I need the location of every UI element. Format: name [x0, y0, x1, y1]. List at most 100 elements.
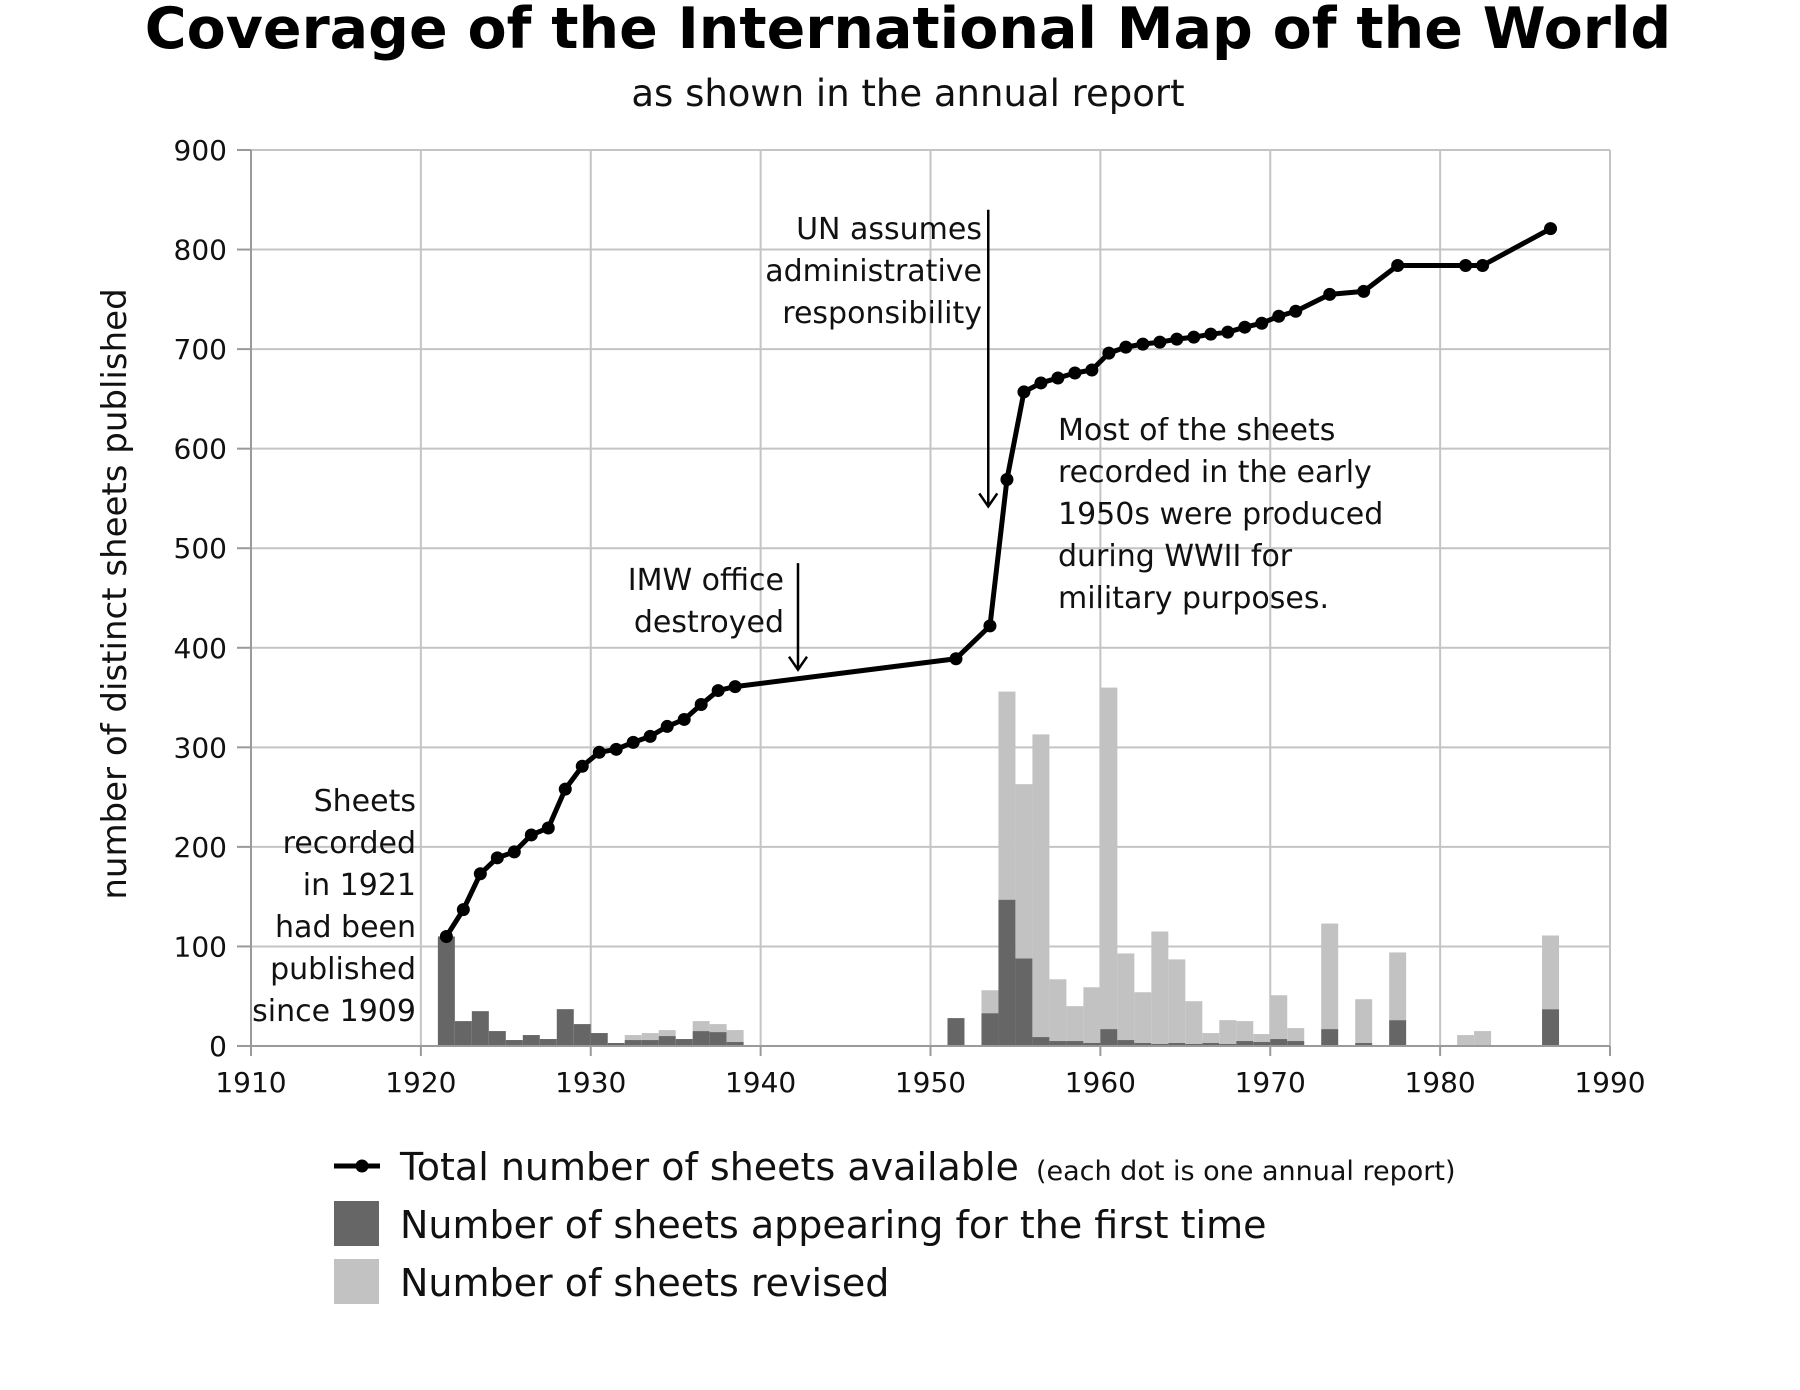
y-tick-label: 0	[209, 1030, 227, 1063]
bar-first-time	[1321, 1029, 1339, 1046]
annotation-imw-office: IMW office destroyed	[628, 563, 809, 672]
bar-revised	[1355, 999, 1373, 1044]
annotation-most-sheets: Most of the sheets recorded in the early…	[1058, 413, 1383, 616]
bar-first-time	[658, 1036, 676, 1046]
imw-arrow-head	[787, 655, 809, 672]
total-sheets-dot	[1255, 316, 1269, 330]
total-sheets-dot	[1102, 346, 1116, 360]
bar-first-time	[539, 1039, 557, 1046]
bar-revised	[1202, 1033, 1220, 1044]
bar-revised	[1168, 959, 1186, 1044]
bar-revised	[1457, 1035, 1475, 1046]
bar-first-time	[488, 1031, 506, 1046]
y-tick-label: 100	[174, 930, 227, 963]
bar-first-time	[573, 1024, 591, 1046]
total-sheets-dot	[507, 845, 521, 859]
legend-item-revised: Number of sheets revised	[334, 1259, 889, 1305]
bar-first-time	[1015, 958, 1033, 1046]
bar-revised	[1083, 987, 1101, 1044]
bar-revised	[1117, 953, 1135, 1041]
legend-item-first-time: Number of sheets appearing for the first…	[334, 1201, 1266, 1247]
total-sheets-dot	[575, 759, 589, 773]
chart-subtitle: as shown in the annual report	[631, 72, 1184, 115]
bar-first-time	[522, 1035, 540, 1046]
total-sheets-dot	[524, 828, 538, 842]
total-sheets-dot	[1000, 473, 1014, 487]
y-tick-label: 700	[174, 333, 227, 366]
total-sheets-dot	[711, 684, 725, 698]
annotation-line: administrative	[765, 254, 982, 289]
bar-first-time	[1236, 1041, 1254, 1046]
total-sheets-dot	[626, 735, 640, 749]
annotation-line: 1950s were produced	[1058, 497, 1383, 532]
total-sheets-dot	[541, 821, 555, 835]
legend-swatch-dark	[334, 1201, 379, 1246]
bar-first-time	[1287, 1041, 1305, 1046]
total-sheets-dot	[456, 903, 470, 917]
bar-first-time	[1117, 1040, 1135, 1046]
legend-dot-swatch	[355, 1159, 369, 1173]
total-sheets-dot	[1119, 340, 1133, 354]
total-sheets-dot	[1544, 222, 1558, 236]
total-sheets-dot	[490, 851, 504, 865]
annotation-line: UN assumes	[796, 212, 982, 247]
bar-first-time	[1049, 1041, 1067, 1046]
total-sheets-dot	[1051, 371, 1065, 385]
total-sheets-dot	[473, 867, 487, 881]
total-sheets-dot	[1221, 325, 1235, 339]
bar-revised	[1542, 935, 1560, 1010]
bar-first-time	[471, 1011, 489, 1046]
y-tick-labels: 0 100 200 300 400 500 600 700 800 900	[174, 134, 227, 1063]
annotation-un-assumes: UN assumes administrative responsibility	[765, 209, 999, 509]
y-tick-label: 800	[174, 234, 227, 267]
total-sheets-dot	[983, 619, 997, 633]
bar-first-time	[1389, 1020, 1407, 1046]
imw-arrow	[787, 563, 809, 672]
bar-revised	[1151, 931, 1169, 1045]
total-sheets-dot	[1357, 284, 1371, 298]
bar-first-time	[1168, 1043, 1186, 1046]
bar-revised	[709, 1024, 727, 1033]
bar-revised	[1321, 923, 1339, 1030]
bars-layer	[437, 687, 1560, 1046]
annotation-line: recorded in the early	[1058, 455, 1372, 490]
un-arrow	[978, 209, 999, 509]
bar-revised	[641, 1033, 659, 1041]
bar-first-time	[1032, 1037, 1050, 1046]
annotation-line: military purposes.	[1058, 581, 1329, 616]
total-sheets-dot	[1085, 363, 1099, 377]
annotation-line: had been	[275, 910, 416, 945]
annotation-line: in 1921	[303, 868, 416, 903]
total-sheets-dot	[1153, 335, 1167, 349]
annotation-line: responsibility	[782, 296, 982, 331]
total-sheets-dot	[1323, 287, 1337, 301]
x-tick-label: 1920	[385, 1066, 456, 1099]
bar-first-time	[556, 1009, 574, 1046]
bar-revised	[1185, 1001, 1203, 1045]
annotation-line: Sheets	[314, 784, 416, 819]
total-sheets-dot	[949, 652, 963, 666]
legend-label-revised: Number of sheets revised	[400, 1261, 889, 1305]
bar-revised	[998, 691, 1016, 900]
bar-revised	[1287, 1028, 1305, 1042]
annotation-line: Most of the sheets	[1058, 413, 1335, 448]
x-tick-labels: 1910 1920 1930 1940 1950 1960 1970 1980 1990	[215, 1066, 1645, 1099]
x-tick-label: 1940	[725, 1066, 796, 1099]
bar-first-time	[437, 936, 455, 1046]
bar-first-time	[1100, 1029, 1118, 1046]
bar-first-time	[998, 899, 1016, 1046]
total-sheets-dot	[1391, 258, 1405, 272]
total-sheets-dot	[643, 729, 657, 743]
bar-first-time	[692, 1031, 710, 1046]
total-sheets-dot	[1204, 327, 1218, 341]
bar-revised	[692, 1021, 710, 1032]
total-sheets-dot	[1187, 330, 1201, 344]
bar-revised	[1134, 992, 1152, 1044]
un-arrow-head	[978, 492, 999, 509]
bar-first-time	[1202, 1043, 1220, 1046]
bar-revised	[1389, 952, 1407, 1021]
bar-revised	[1270, 995, 1288, 1040]
total-sheets-dot	[728, 680, 742, 694]
bar-revised	[1066, 1006, 1084, 1042]
